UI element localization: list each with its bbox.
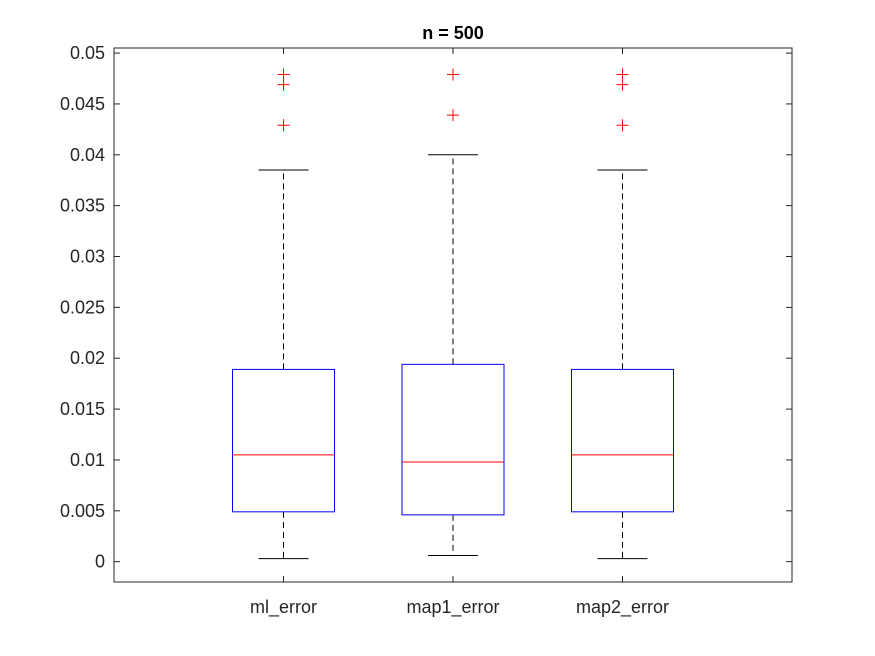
y-tick-label: 0.05 <box>70 43 105 63</box>
y-tick-label: 0.045 <box>60 94 105 114</box>
y-tick-label: 0.035 <box>60 196 105 216</box>
outlier-marker <box>616 68 629 81</box>
outlier-marker <box>616 119 629 132</box>
x-tick-label: ml_error <box>250 597 317 618</box>
y-tick-label: 0.03 <box>70 247 105 267</box>
chart-title: n = 500 <box>422 23 484 43</box>
y-tick-label: 0.01 <box>70 450 105 470</box>
x-tick-label: map1_error <box>406 597 499 618</box>
outlier-marker <box>447 68 459 81</box>
outlier-marker <box>616 78 629 91</box>
x-tick-label: map2_error <box>576 597 669 618</box>
y-tick-label: 0.015 <box>60 399 105 419</box>
box-iqr <box>232 368 335 513</box>
outlier-marker <box>447 109 459 122</box>
y-tick-label: 0.005 <box>60 501 105 521</box>
outlier-marker <box>277 78 290 91</box>
y-tick-label: 0 <box>95 552 105 572</box>
y-tick-label: 0.04 <box>70 145 105 165</box>
plot-area: 0 0.005 0.01 0.015 0.02 0.025 0.03 0.035 0.04 0.0… <box>60 43 793 618</box>
outlier-marker <box>277 119 290 132</box>
box-iqr <box>401 363 505 516</box>
box-iqr <box>571 368 674 513</box>
outlier-marker <box>277 68 290 81</box>
y-tick-label: 0.025 <box>60 297 105 317</box>
y-tick-label: 0.02 <box>70 348 105 368</box>
